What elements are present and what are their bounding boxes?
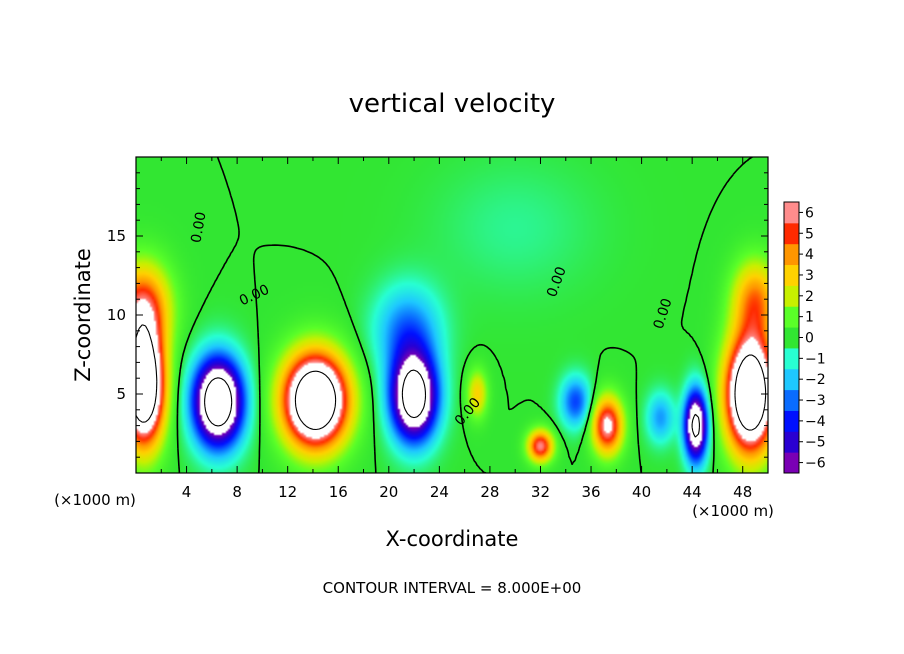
chart-title: vertical velocity bbox=[349, 89, 556, 119]
x-axis-ticks: 4 8 12 16 20 24 28 32 36 40 44 48 bbox=[160, 157, 752, 501]
colorbar-tick-label: −4 bbox=[805, 414, 826, 430]
x-tick-label: 16 bbox=[329, 483, 348, 501]
y-tick-label: 15 bbox=[107, 227, 126, 245]
x-tick-label: 36 bbox=[581, 483, 600, 501]
colorbar-swatch bbox=[784, 452, 799, 474]
y-axis-label: Z-coordinate bbox=[71, 248, 95, 382]
x-unit-left: (×1000 m) bbox=[54, 491, 136, 509]
colorbar: 6 5 4 3 2 1 0 −1 −2 −3 −4 −5 −6 bbox=[783, 201, 826, 474]
colorbar-tick-label: −3 bbox=[805, 393, 826, 409]
x-axis-label: X-coordinate bbox=[386, 527, 519, 551]
x-tick-label: 44 bbox=[683, 483, 702, 501]
colorbar-tick-label: 5 bbox=[805, 226, 814, 242]
colorbar-swatch bbox=[784, 243, 799, 266]
x-tick-label: 4 bbox=[182, 483, 192, 501]
colorbar-swatch bbox=[784, 285, 799, 307]
x-tick-label: 24 bbox=[430, 483, 449, 501]
colorbar-swatch bbox=[784, 347, 799, 370]
contour-level-neg bbox=[204, 369, 700, 438]
x-tick-label: 20 bbox=[379, 483, 398, 501]
contour-level-zero bbox=[176, 157, 753, 473]
colorbar-tick-label: 1 bbox=[805, 310, 814, 326]
colorbar-swatch bbox=[784, 222, 799, 245]
y-axis-ticks: 5 10 15 bbox=[107, 172, 768, 458]
colorbar-swatch bbox=[784, 431, 799, 453]
colorbar-tick-label: 2 bbox=[805, 289, 814, 305]
velocity-field-image bbox=[136, 157, 768, 473]
colorbar-swatch bbox=[784, 306, 799, 328]
contour-interval-note: CONTOUR INTERVAL = 8.000E+00 bbox=[323, 579, 582, 597]
colorbar-tick-label: −5 bbox=[805, 435, 826, 451]
contour-level-pos bbox=[136, 324, 767, 431]
y-tick-label: 10 bbox=[107, 306, 126, 324]
x-tick-label: 40 bbox=[632, 483, 651, 501]
x-tick-label: 12 bbox=[278, 483, 297, 501]
x-tick-label: 32 bbox=[531, 483, 550, 501]
colorbar-tick-label: −2 bbox=[805, 372, 826, 388]
colorbar-tick-label: −1 bbox=[805, 351, 826, 367]
colorbar-tick-label: 3 bbox=[805, 268, 814, 284]
y-tick-label: 5 bbox=[116, 385, 126, 403]
x-unit-right: (×1000 m) bbox=[692, 502, 774, 520]
x-tick-label: 8 bbox=[232, 483, 242, 501]
contour-label: 0.00 bbox=[188, 211, 209, 244]
colorbar-swatch bbox=[784, 368, 799, 391]
colorbar-tick-label: 6 bbox=[805, 205, 814, 221]
contour-lines bbox=[136, 157, 767, 473]
colorbar-tick-label: −6 bbox=[805, 456, 826, 472]
colorbar-swatch bbox=[784, 327, 799, 349]
plot-area: 0.000.000.000.000.00 bbox=[135, 156, 769, 474]
x-tick-label: 28 bbox=[480, 483, 499, 501]
colorbar-tick-label: 0 bbox=[805, 331, 814, 347]
colorbar-swatch bbox=[784, 410, 799, 432]
colorbar-swatch bbox=[784, 202, 799, 224]
x-tick-label: 48 bbox=[733, 483, 752, 501]
colorbar-tick-label: 4 bbox=[805, 247, 814, 263]
colorbar-swatch bbox=[784, 264, 799, 286]
colorbar-swatch bbox=[784, 389, 799, 411]
